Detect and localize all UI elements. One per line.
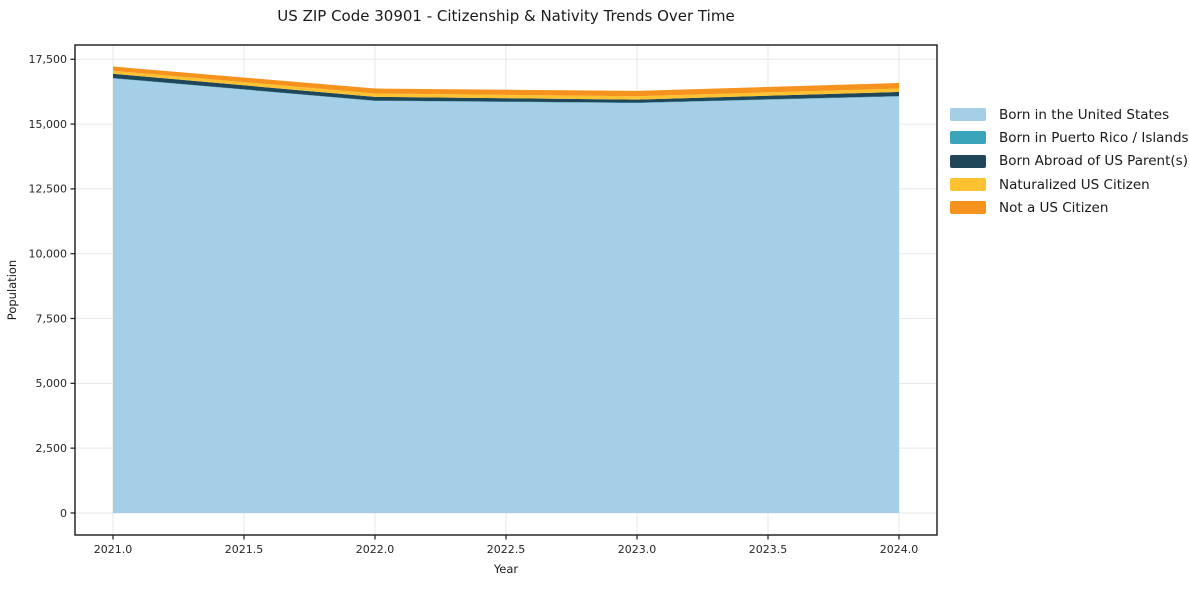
x-tick-label: 2024.0 (880, 543, 919, 556)
legend-item: Not a US Citizen (950, 196, 1189, 219)
x-axis-label: Year (493, 562, 519, 576)
legend-label: Not a US Citizen (999, 199, 1109, 216)
y-tick-label: 0 (60, 507, 67, 520)
legend-swatch (950, 131, 986, 145)
legend-item: Born Abroad of US Parent(s) (950, 150, 1189, 173)
area-series-3 (112, 70, 900, 100)
legend-item: Born in Puerto Rico / Islands (950, 126, 1189, 149)
y-tick-label: 15,000 (29, 118, 68, 131)
area-series-2 (112, 73, 900, 103)
area-series-4 (112, 66, 900, 97)
x-tick-label: 2022.0 (356, 543, 395, 556)
legend-label: Born Abroad of US Parent(s) (999, 153, 1188, 170)
x-tick-label: 2021.5 (225, 543, 264, 556)
chart-title: US ZIP Code 30901 - Citizenship & Nativi… (277, 7, 735, 25)
legend-label: Naturalized US Citizen (999, 176, 1150, 193)
legend-swatch (950, 201, 986, 215)
legend-label: Born in Puerto Rico / Islands (999, 129, 1189, 146)
y-tick-label: 7,500 (36, 312, 68, 325)
y-tick-label: 10,000 (29, 248, 68, 261)
y-tick-label: 12,500 (29, 183, 68, 196)
y-axis-label: Population (5, 259, 19, 321)
legend-label: Born in the United States (999, 106, 1170, 123)
legend-swatch (950, 108, 986, 122)
x-tick-label: 2023.5 (749, 543, 788, 556)
y-tick-label: 5,000 (36, 377, 68, 390)
y-tick-label: 2,500 (36, 442, 68, 455)
x-tick-label: 2023.0 (618, 543, 657, 556)
y-tick-label: 17,500 (29, 53, 68, 66)
legend-item: Naturalized US Citizen (950, 173, 1189, 196)
x-tick-label: 2022.5 (487, 543, 526, 556)
legend-swatch (950, 154, 986, 168)
legend-item: Born in the United States (950, 103, 1189, 126)
x-tick-label: 2021.0 (94, 543, 133, 556)
legend: Born in the United States Born in Puerto … (950, 103, 1189, 219)
legend-swatch (950, 178, 986, 192)
area-series-0 (112, 78, 900, 513)
